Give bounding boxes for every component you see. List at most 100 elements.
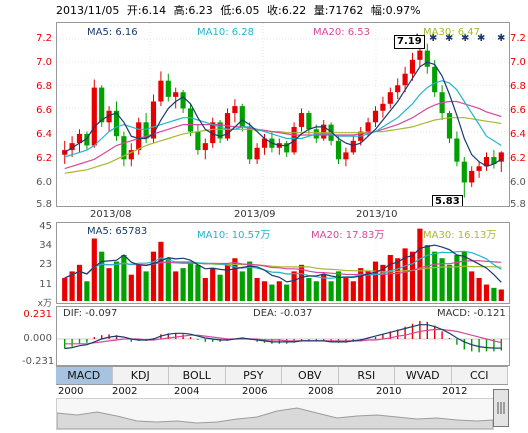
signal-marker-icon: ✱ <box>477 33 485 44</box>
candle-body <box>291 126 297 153</box>
volume-bar <box>284 284 290 301</box>
quote-high: 高:6.23 <box>173 4 213 17</box>
volume-bar <box>150 251 157 301</box>
tab-macd[interactable]: MACD <box>56 367 113 384</box>
volume-bar <box>298 264 305 301</box>
volume-bar <box>180 268 186 301</box>
candle-body <box>232 106 238 114</box>
ma5-line <box>64 61 502 167</box>
price-panel[interactable]: ✱✱✱✱✱✱ MA5: 6.16 MA10: 6.28 MA20: 6.53 M… <box>56 22 510 207</box>
volume-bar <box>335 271 342 301</box>
volume-bar <box>372 261 379 301</box>
quote-close: 收:6.22 <box>267 4 307 17</box>
volume-bar <box>261 281 268 301</box>
volume-bar <box>469 271 475 301</box>
candle-body <box>121 136 127 160</box>
overview-year: 2012 <box>442 386 468 397</box>
overview-year: 2008 <box>308 386 334 397</box>
candle-body <box>195 131 201 151</box>
price-legend-ma10: MA10: 6.28 <box>197 27 255 38</box>
macd-tick: 0.231 <box>23 309 52 320</box>
overview-range-chart[interactable] <box>56 398 494 430</box>
volume-bar <box>409 251 416 301</box>
macd-legend-dif: DIF: -0.097 <box>63 308 118 319</box>
candle-body <box>76 133 83 144</box>
tab-obv[interactable]: OBV <box>282 367 339 384</box>
volume-bar <box>84 281 90 301</box>
volume-bar <box>269 284 275 301</box>
price-tick-right: 7.2 <box>510 33 526 44</box>
ma10-line <box>64 80 502 158</box>
quote-volume: 量:71762 <box>313 4 364 17</box>
volume-bar <box>446 264 453 301</box>
date-label: 2013/09 <box>234 209 276 220</box>
candle-body <box>284 143 290 153</box>
candle-body <box>136 122 142 151</box>
volume-chart <box>62 223 504 303</box>
volume-bar <box>306 277 312 301</box>
volume-bar <box>454 254 460 301</box>
overview-year-axis: 2000 2002 2004 2006 2008 2010 2012 <box>56 386 508 400</box>
candle-body <box>476 166 482 171</box>
quote-change: 幅:0.97% <box>370 4 421 17</box>
price-tick-left: 7.2 <box>36 33 52 44</box>
candle-body <box>491 157 497 164</box>
overview-year: 2006 <box>242 386 268 397</box>
volume-bar <box>476 277 482 301</box>
volume-ma5-line <box>64 244 502 283</box>
signal-marker-icon: ✱ <box>461 33 469 44</box>
candle-body <box>165 80 171 97</box>
high-price-marker: 7.19 <box>394 35 425 49</box>
candle-body <box>454 138 460 162</box>
volume-bar <box>395 258 401 301</box>
macd-tick: -0.231 <box>22 356 55 367</box>
candle-body <box>128 150 134 160</box>
price-tick-right: 6.6 <box>510 105 526 116</box>
volume-ma10-line <box>64 250 502 279</box>
quote-date: 2013/11/05 <box>56 4 120 17</box>
candle-body <box>298 113 305 127</box>
signal-marker-icon: ✱ <box>445 33 453 44</box>
volume-bar <box>106 268 112 301</box>
range-scroll-handle[interactable] <box>493 389 509 427</box>
candle-body <box>402 73 408 86</box>
price-tick-right: 6.0 <box>510 177 526 188</box>
volume-bar <box>99 251 105 301</box>
price-legend-ma30: MA30: 6.47 <box>423 27 481 38</box>
volume-bar <box>498 289 504 301</box>
price-tick-right: 7.0 <box>510 57 526 68</box>
candle-body <box>335 140 342 160</box>
candle-body <box>387 92 393 104</box>
quote-header: 2013/11/05 开:6.14 高:6.23 低:6.05 收:6.22 量… <box>56 2 425 18</box>
tab-boll[interactable]: BOLL <box>169 367 226 384</box>
volume-tick: 11 <box>39 279 52 290</box>
date-label: 2013/10 <box>356 209 398 220</box>
volume-unit: x万 <box>37 299 52 309</box>
volume-bar <box>313 281 319 301</box>
volume-bar <box>424 245 430 301</box>
volume-panel[interactable]: MA5: 65783 MA10: 10.57万 MA20: 17.83万 MA3… <box>56 222 510 304</box>
volume-bar <box>417 228 423 301</box>
volume-bar <box>387 254 393 301</box>
tab-cci[interactable]: CCI <box>452 367 508 384</box>
candle-body <box>372 110 379 123</box>
macd-panel[interactable]: DIF: -0.097 DEA: -0.037 MACD: -0.121 <box>56 306 510 366</box>
volume-tick: 34 <box>39 240 52 251</box>
candle-body <box>321 124 327 139</box>
tab-wvad[interactable]: WVAD <box>395 367 452 384</box>
tab-psy[interactable]: PSY <box>226 367 282 384</box>
volume-bar <box>143 271 149 301</box>
candle-body <box>395 85 401 93</box>
volume-bar <box>328 281 334 301</box>
tab-rsi[interactable]: RSI <box>339 367 395 384</box>
candle-body <box>306 113 312 130</box>
candle-body <box>417 50 423 60</box>
candle-body <box>261 138 268 148</box>
volume-bar <box>113 261 120 301</box>
volume-bar <box>224 264 231 301</box>
price-legend-ma20: MA20: 6.53 <box>313 27 371 38</box>
tab-kdj[interactable]: KDJ <box>113 367 169 384</box>
volume-bar <box>439 258 445 301</box>
signal-marker-icon: ✱ <box>429 33 437 44</box>
candle-body <box>113 110 120 137</box>
